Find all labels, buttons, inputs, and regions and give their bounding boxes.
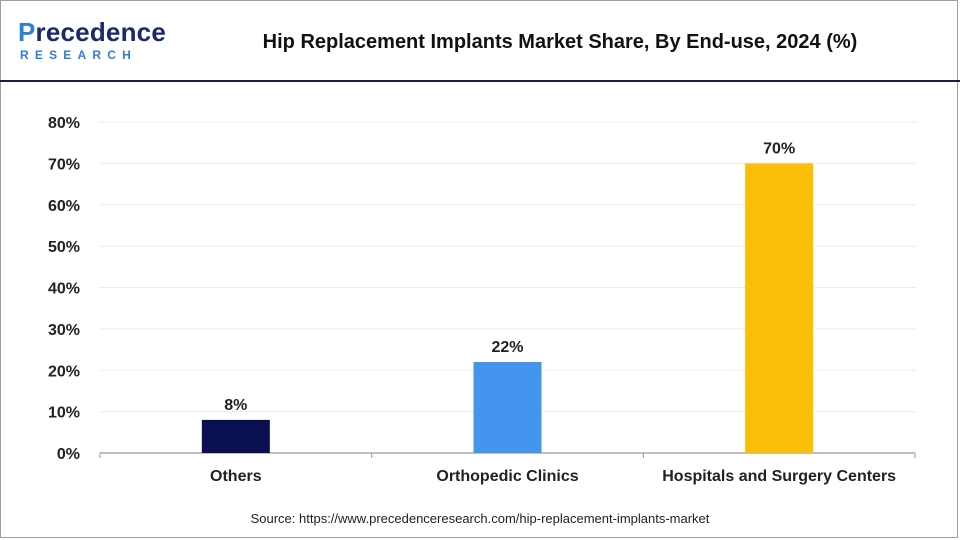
bar bbox=[745, 163, 814, 453]
x-tick-label: Others bbox=[210, 468, 262, 485]
chart-title: Hip Replacement Implants Market Share, B… bbox=[262, 31, 858, 53]
logo-subtext: RESEARCH bbox=[20, 48, 137, 62]
y-tick-label: 40% bbox=[48, 281, 80, 298]
y-tick-label: 10% bbox=[48, 405, 80, 422]
header: Precedence RESEARCH Hip Replacement Impl… bbox=[0, 0, 960, 82]
source-note: Source: https://www.precedenceresearch.c… bbox=[250, 511, 710, 526]
y-tick-label: 50% bbox=[48, 239, 80, 256]
bar bbox=[201, 419, 270, 453]
y-tick-label: 60% bbox=[48, 198, 80, 215]
y-tick-label: 80% bbox=[48, 115, 80, 132]
data-label: 8% bbox=[224, 397, 247, 414]
x-tick-label: Hospitals and Surgery Centers bbox=[662, 468, 896, 485]
precedence-research-logo: Precedence RESEARCH bbox=[18, 18, 166, 62]
y-tick-label: 30% bbox=[48, 322, 80, 339]
bar bbox=[473, 361, 542, 453]
y-tick-label: 20% bbox=[48, 363, 80, 380]
y-tick-label: 70% bbox=[48, 156, 80, 173]
data-label: 70% bbox=[763, 140, 795, 157]
bar-chart: 0% 10% 20% 30% 40% 50% 60% 70% 80% 8% Others 22% Ort… bbox=[48, 115, 916, 485]
y-tick-label: 0% bbox=[57, 446, 80, 463]
data-label: 22% bbox=[491, 339, 523, 356]
logo-main-text: recedence bbox=[35, 17, 166, 47]
x-tick-label: Orthopedic Clinics bbox=[436, 468, 578, 485]
logo-initial: P bbox=[18, 17, 36, 47]
logo-wordmark: Precedence bbox=[18, 18, 166, 46]
